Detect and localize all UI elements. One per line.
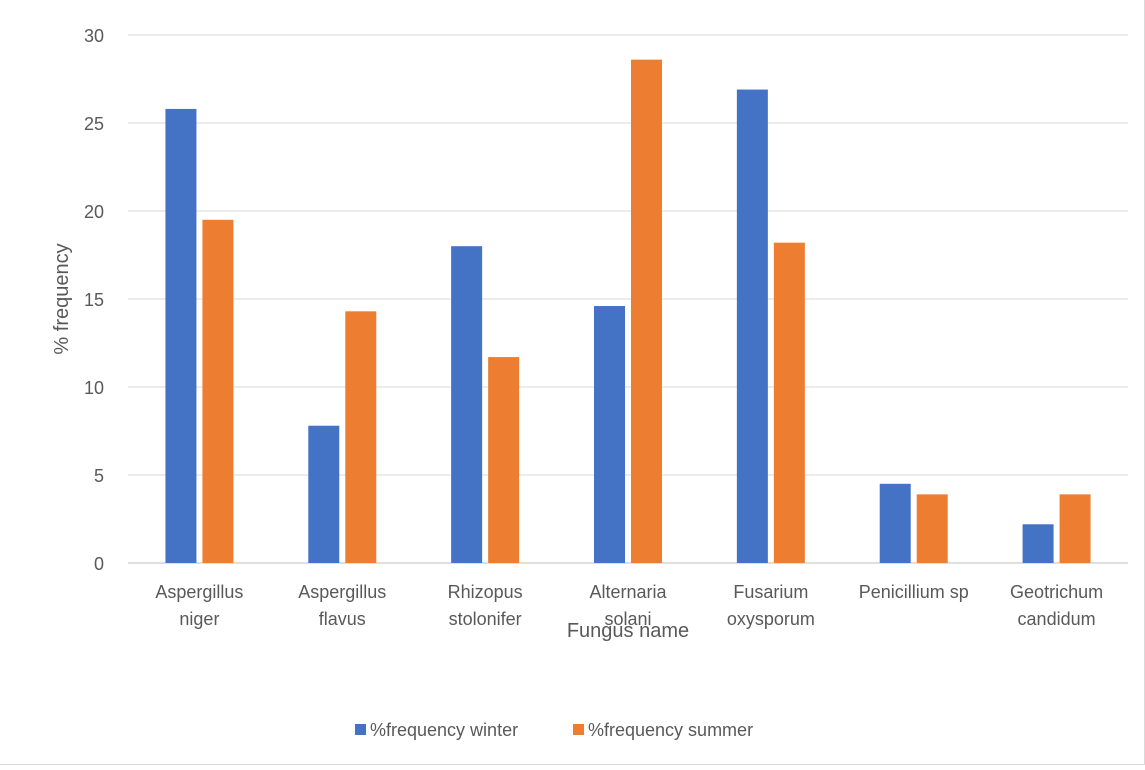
x-tick-label: Geotrichum bbox=[1010, 582, 1103, 602]
bar-summer bbox=[1059, 494, 1091, 563]
x-axis-title: Fungus name bbox=[567, 620, 689, 642]
y-tick-label: 10 bbox=[84, 378, 104, 398]
bar-winter bbox=[1022, 524, 1054, 563]
y-tick-label: 30 bbox=[84, 26, 104, 46]
legend-swatch-winter bbox=[355, 724, 366, 735]
legend-label-winter: %frequency winter bbox=[370, 720, 518, 740]
y-tick-label: 0 bbox=[94, 554, 104, 574]
x-tick-label: candidum bbox=[1018, 609, 1096, 629]
legend-label-summer: %frequency summer bbox=[588, 720, 753, 740]
x-axis-ticks: Aspergillus niger Aspergillus flavus Rhizopu… bbox=[155, 582, 1103, 629]
y-tick-label: 5 bbox=[94, 466, 104, 486]
y-axis-title: % frequency bbox=[51, 243, 73, 354]
x-tick-label: solani bbox=[604, 609, 651, 629]
x-tick-label: flavus bbox=[319, 609, 366, 629]
x-tick-label: Penicillium sp bbox=[859, 582, 969, 602]
x-tick-label: Aspergillus bbox=[155, 582, 243, 602]
x-tick-label: Alternaria bbox=[589, 582, 667, 602]
gridlines bbox=[128, 34, 1128, 564]
bar-summer bbox=[345, 311, 377, 563]
x-tick-label: niger bbox=[179, 609, 219, 629]
bar-summer bbox=[488, 357, 520, 563]
bar-winter bbox=[308, 425, 340, 563]
x-tick-label: Aspergillus bbox=[298, 582, 386, 602]
y-tick-label: 15 bbox=[84, 290, 104, 310]
x-tick-label: Rhizopus bbox=[448, 582, 523, 602]
x-tick-label: Fusarium bbox=[733, 582, 808, 602]
y-tick-label: 25 bbox=[84, 114, 104, 134]
bar-winter bbox=[165, 108, 197, 564]
bar-winter bbox=[736, 89, 768, 563]
bar-winter bbox=[451, 246, 483, 563]
bar-summer bbox=[202, 219, 234, 564]
y-axis-ticks: 0 5 10 15 20 25 30 bbox=[84, 26, 104, 574]
bar-winter bbox=[879, 483, 911, 563]
bar-winter bbox=[594, 306, 625, 563]
bar-summer bbox=[631, 59, 662, 563]
bars bbox=[165, 59, 1091, 564]
x-tick-label: stolonifer bbox=[449, 609, 522, 629]
legend-swatch-summer bbox=[573, 724, 584, 735]
y-tick-label: 20 bbox=[84, 202, 104, 222]
bar-summer bbox=[773, 242, 805, 563]
x-tick-label: oxysporum bbox=[727, 609, 815, 629]
bar-summer bbox=[916, 494, 948, 563]
legend: %frequency winter %frequency summer bbox=[355, 720, 753, 740]
